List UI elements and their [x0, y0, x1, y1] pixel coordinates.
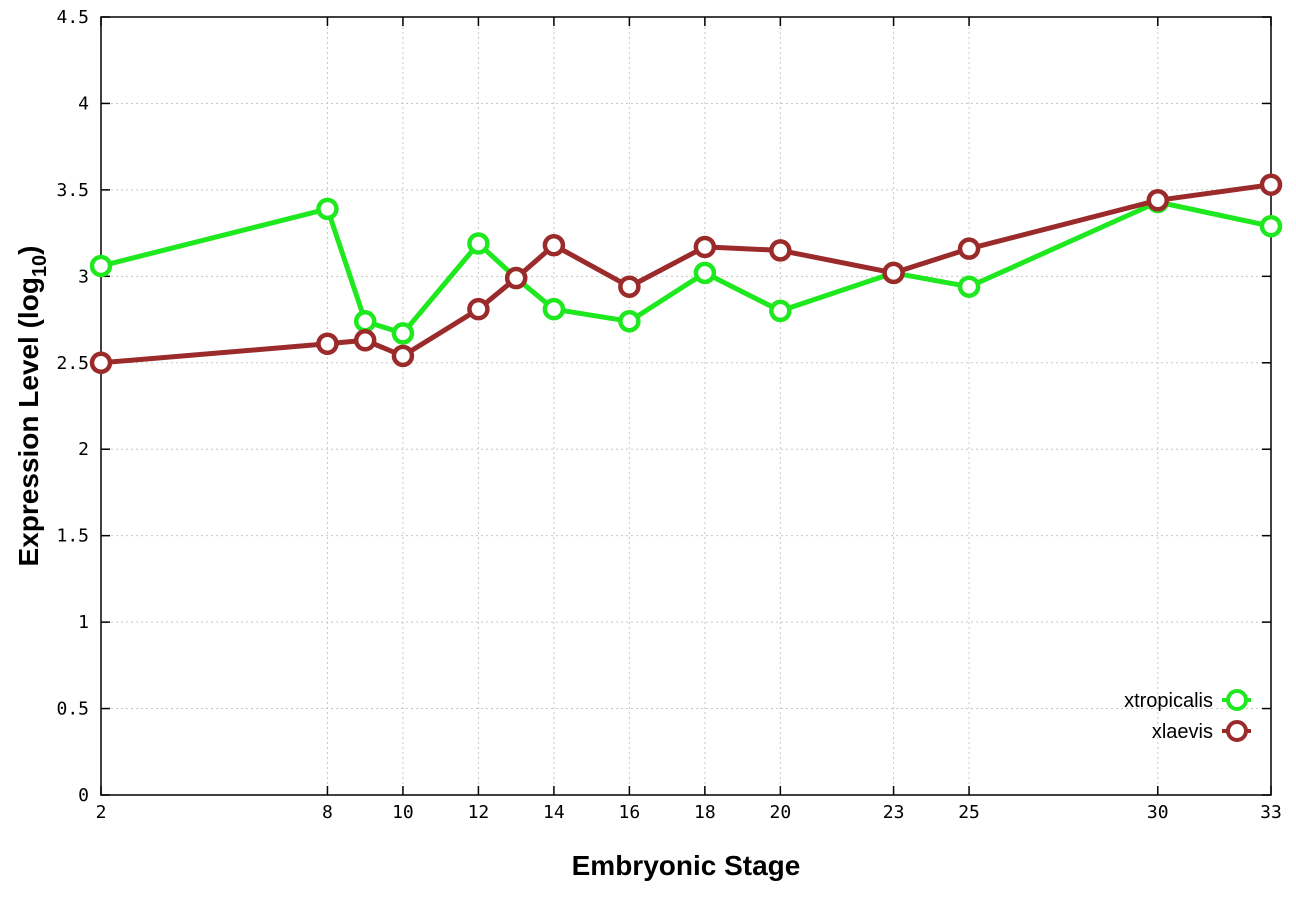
x-tick-label: 25: [958, 802, 980, 823]
data-point-xtropicalis: [1259, 214, 1283, 238]
data-point-xlaevis: [693, 235, 717, 259]
data-point-xlaevis: [618, 275, 641, 298]
data-point-xlaevis: [391, 344, 415, 368]
y-tick-label: 2: [78, 439, 89, 460]
data-point-xtropicalis: [693, 261, 717, 285]
y-tick-label: 4.5: [56, 7, 89, 28]
legend-marker-xlaevis: [1226, 720, 1248, 742]
y-tick-label: 0.5: [56, 699, 89, 720]
x-tick-label: 23: [883, 802, 905, 823]
legend-marker-xtropicalis: [1226, 689, 1248, 711]
y-tick-label: 1.5: [56, 526, 89, 547]
grid-lines: [101, 17, 1271, 795]
data-point-xlaevis: [542, 233, 566, 257]
data-point-xtropicalis: [89, 254, 113, 278]
axis-ticks: 0 0.5 1 1.5 2 2.5 3 3.5 4 4.5 2 8 10 12 14 16 18 20 23 25 30…: [56, 7, 1281, 823]
y-axis-title-subscript: 10: [29, 255, 51, 277]
x-tick-label: 14: [543, 802, 565, 823]
x-tick-label: 33: [1260, 802, 1282, 823]
x-tick-label: 18: [694, 802, 716, 823]
x-tick-label: 10: [392, 802, 414, 823]
data-point-xtropicalis: [316, 197, 339, 221]
x-tick-label: 2: [96, 802, 107, 823]
series-line-xtropicalis: [98, 199, 1274, 336]
data-point-xtropicalis: [467, 232, 490, 255]
plot-frame: [100, 16, 1272, 796]
legend: xtropicalis xlaevis: [1124, 689, 1251, 743]
x-tick-label: 30: [1147, 802, 1169, 823]
data-point-xlaevis: [1146, 189, 1170, 212]
data-point-xtropicalis: [957, 275, 981, 298]
data-point-xlaevis: [467, 297, 490, 321]
legend-label-xtropicalis: xtropicalis: [1124, 690, 1213, 712]
data-point-xtropicalis: [618, 310, 641, 333]
y-axis-title-main: Expression Level (log: [13, 277, 44, 566]
y-tick-label: 4: [78, 93, 89, 114]
data-point-xlaevis: [89, 351, 113, 375]
data-point-xlaevis: [769, 239, 792, 262]
data-point-xlaevis: [957, 237, 981, 260]
data-point-xtropicalis: [542, 297, 566, 321]
data-point-xtropicalis: [769, 299, 792, 323]
y-tick-label: 2.5: [56, 353, 89, 374]
data-point-xlaevis: [316, 332, 339, 356]
y-tick-label: 1: [78, 612, 89, 633]
x-tick-label: 12: [468, 802, 490, 823]
y-axis-title-close: ): [13, 246, 44, 255]
x-axis-title: Embryonic Stage: [572, 850, 801, 881]
y-tick-label: 3.5: [56, 180, 89, 201]
data-point-xlaevis: [504, 266, 528, 290]
y-axis-title: Expression Level (log10): [13, 246, 51, 567]
x-tick-label: 20: [770, 802, 792, 823]
y-tick-label: 0: [78, 785, 89, 806]
data-point-xtropicalis: [353, 310, 377, 333]
series-layer: [89, 173, 1283, 375]
data-point-xtropicalis: [391, 322, 415, 345]
data-point-xlaevis: [353, 329, 377, 352]
x-tick-label: 8: [322, 802, 333, 823]
series-line-xlaevis: [98, 182, 1274, 366]
x-tick-label: 16: [619, 802, 641, 823]
y-tick-label: 3: [78, 266, 89, 287]
data-point-xlaevis: [1259, 173, 1283, 196]
data-point-xlaevis: [882, 261, 905, 285]
legend-label-xlaevis: xlaevis: [1152, 721, 1213, 743]
